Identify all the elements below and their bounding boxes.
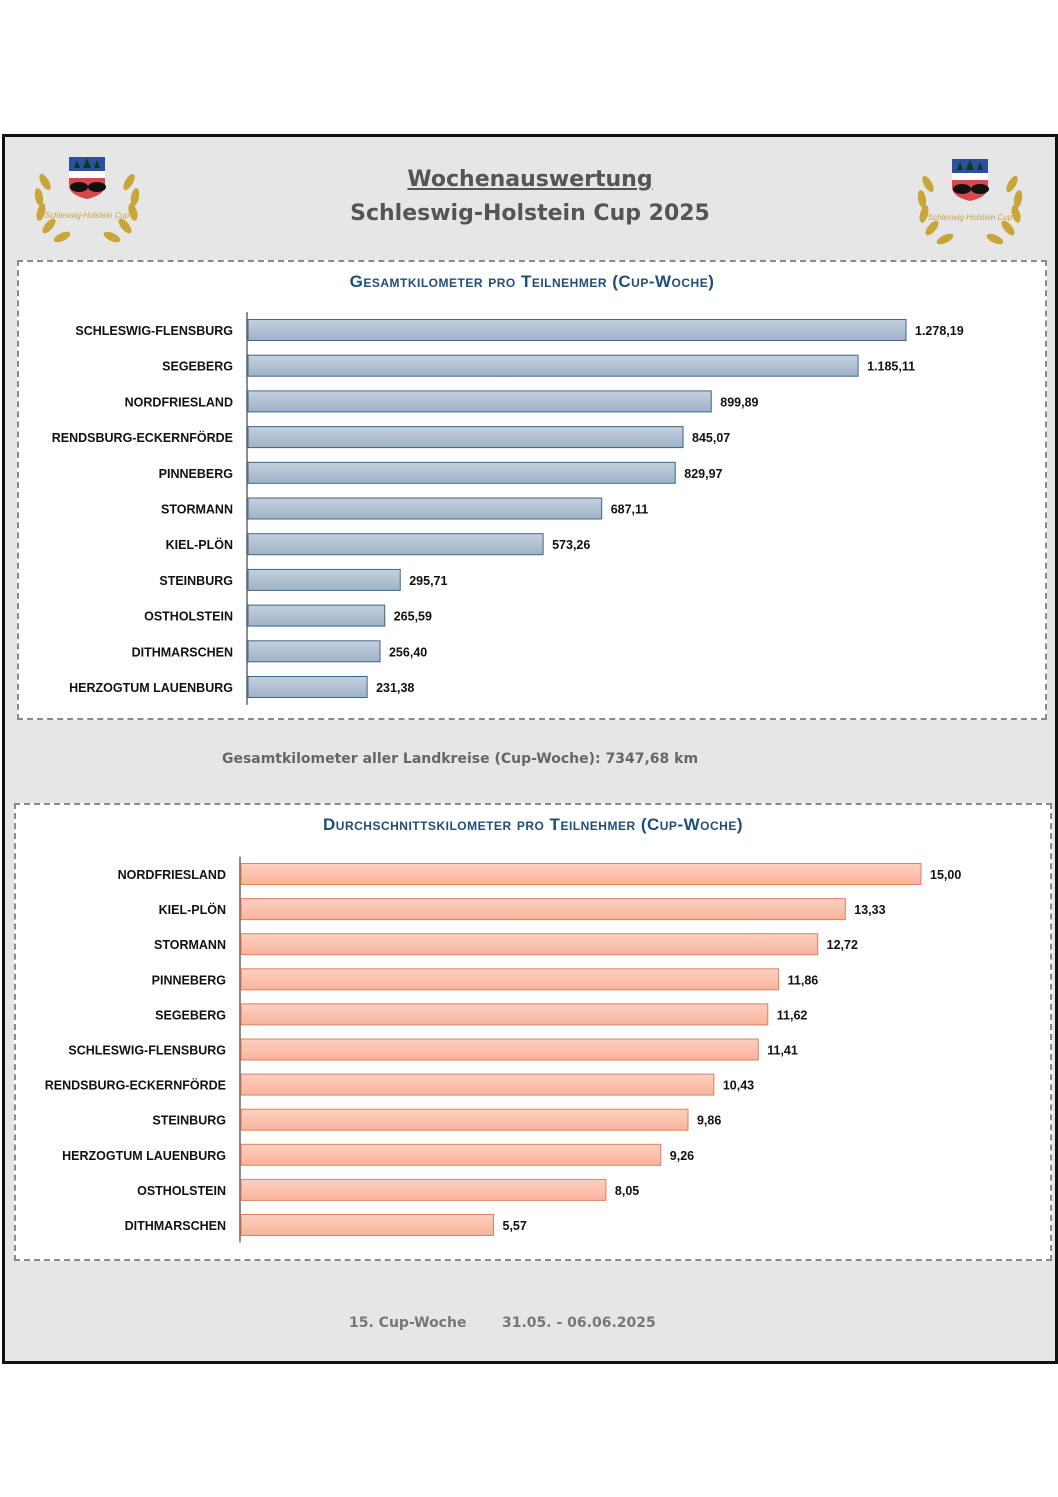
total-km-value-label: 256,40 [389,645,427,659]
average-km-bar [240,1038,759,1061]
average-km-bar [240,1108,689,1131]
total-km-value-label: 899,89 [720,395,758,409]
total-km-bar [247,568,401,591]
average-km-value-label: 5,57 [503,1219,527,1233]
total-km-value-label: 829,97 [684,467,722,481]
average-km-category-label: OSTHOLSTEIN [137,1184,226,1198]
page-subtitle: Schleswig-Holstein Cup 2025 [350,201,710,226]
average-km-category-label: STEINBURG [152,1114,226,1128]
average-km-value-label: 11,86 [788,973,819,987]
total-km-bar [247,497,603,520]
average-km-category-label: STORMANN [154,938,226,952]
total-km-bar [247,676,368,698]
chart-panel-total: Gesamtkilometer pro Teilnehmer (Cup-Woch… [17,260,1047,720]
average-km-value-label: 12,72 [827,938,858,952]
average-km-category-label: PINNEBERG [152,973,226,987]
average-km-value-label: 13,33 [854,903,885,917]
average-km-bar [240,1073,715,1096]
total-km-value: 7347,68 km [605,751,699,767]
total-km-bar [247,426,684,449]
total-km-category-label: PINNEBERG [159,467,233,481]
average-km-value-label: 10,43 [723,1079,754,1093]
total-km-bar [247,604,386,627]
total-km-bar [247,533,544,556]
chart-title-average: Durchschnittskilometer pro Teilnehmer (C… [323,815,743,834]
total-km-category-label: STORMANN [161,503,233,517]
logo-text: Schleswig-Holstein Cup [45,211,130,220]
average-km-bar [240,1143,662,1166]
total-km-line: Gesamtkilometer aller Landkreise (Cup-Wo… [5,751,915,767]
logo-text: Schleswig-Holstein Cup [928,213,1013,222]
average-km-bar [240,933,819,956]
chart-panel-average: Durchschnittskilometer pro Teilnehmer (C… [14,803,1052,1261]
average-km-bar [240,863,922,885]
total-km-bar [247,390,712,413]
chart-total-km: SCHLESWIG-FLENSBURG 1.278,19 SEGEBERG 1.185… [52,312,964,705]
average-km-category-label: SCHLESWIG-FLENSBURG [68,1044,226,1058]
chart-title-total: Gesamtkilometer pro Teilnehmer (Cup-Woch… [349,272,715,291]
total-km-value-label: 845,07 [692,431,730,445]
average-km-value-label: 8,05 [615,1184,639,1198]
total-km-category-label: HERZOGTUM LAUENBURG [69,681,233,695]
chart-average-km: NORDFRIESLAND 15,00 KIEL-PLÖN 13,33 STORMANN… [45,856,961,1243]
average-km-category-label: SEGEBERG [155,1008,226,1022]
footer-dates: 31.05. - 06.06.2025 [502,1315,656,1331]
page-title: Wochenauswertung [407,167,653,192]
total-km-category-label: KIEL-PLÖN [166,537,233,552]
total-km-bar [247,354,859,377]
average-km-bar [240,898,846,921]
total-km-value-label: 231,38 [376,681,414,695]
average-km-category-label: NORDFRIESLAND [118,868,226,882]
average-km-value-label: 9,86 [697,1114,721,1128]
total-km-category-label: SCHLESWIG-FLENSBURG [75,324,233,338]
total-km-category-label: SEGEBERG [162,360,233,374]
cup-logo-right: Schleswig-Holstein Cup [917,159,1023,245]
total-km-label: Gesamtkilometer aller Landkreise (Cup-Wo… [221,751,601,767]
average-km-bar [240,1178,607,1201]
average-km-bar [240,1214,495,1236]
total-km-value-label: 1.278,19 [915,324,964,338]
total-km-value-label: 265,59 [394,610,432,624]
average-km-category-label: RENDSBURG-ECKERNFÖRDE [45,1078,226,1093]
total-km-value-label: 295,71 [409,574,447,588]
report-frame: Schleswig-Holstein Cup Schleswig-Holstei… [2,134,1058,1364]
average-km-value-label: 11,41 [767,1044,798,1058]
total-km-category-label: OSTHOLSTEIN [144,610,233,624]
average-km-value-label: 15,00 [930,868,961,882]
total-km-bar [247,319,907,341]
total-km-category-label: STEINBURG [159,574,233,588]
total-km-category-label: NORDFRIESLAND [125,395,233,409]
total-km-category-label: DITHMARSCHEN [132,645,233,659]
total-km-bar [247,640,381,663]
average-km-value-label: 9,26 [670,1149,694,1163]
total-km-value-label: 687,11 [611,503,649,517]
footer-week: 15. Cup-Woche [349,1315,467,1331]
average-km-bar [240,1003,769,1026]
average-km-category-label: DITHMARSCHEN [125,1219,226,1233]
average-km-category-label: HERZOGTUM LAUENBURG [62,1149,226,1163]
total-km-bar [247,461,676,484]
average-km-category-label: KIEL-PLÖN [159,902,226,917]
total-km-category-label: RENDSBURG-ECKERNFÖRDE [52,430,233,445]
total-km-value-label: 573,26 [552,538,590,552]
average-km-bar [240,968,780,991]
total-km-value-label: 1.185,11 [867,360,915,374]
average-km-value-label: 11,62 [777,1008,808,1022]
cup-logo-left: Schleswig-Holstein Cup [34,157,140,243]
